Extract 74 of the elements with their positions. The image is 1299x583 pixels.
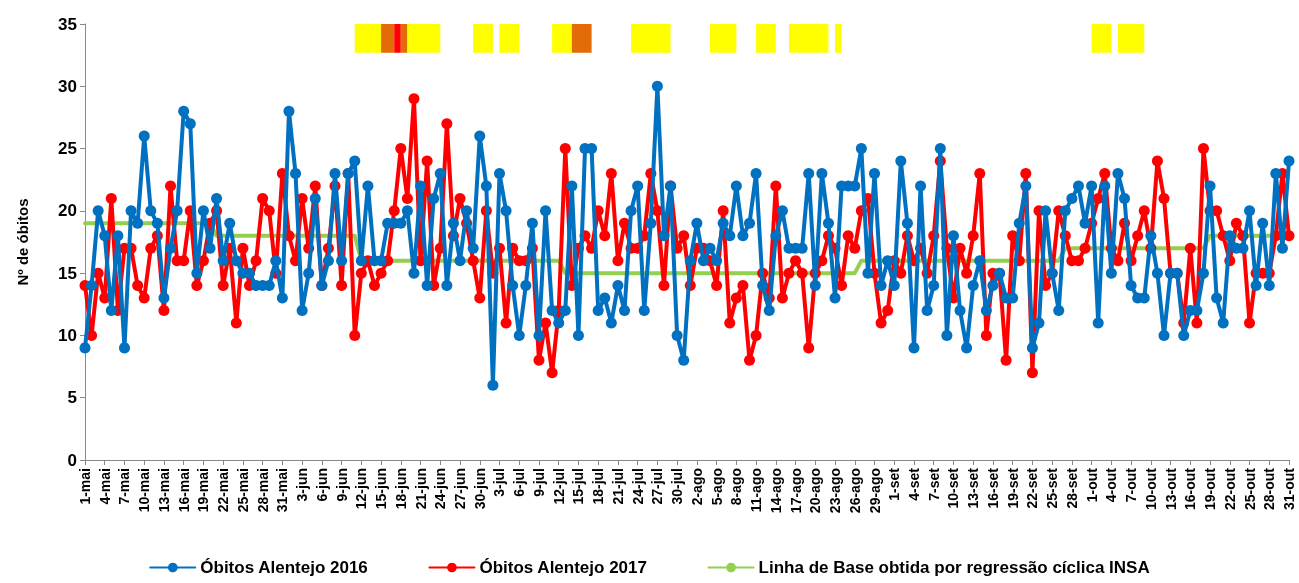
x-tick-label: 4-set [905,467,922,501]
x-tick-label: 9-jul [530,468,547,497]
x-tick-label: 7-out [1123,467,1140,503]
x-tick-label: 5-ago [708,468,725,506]
x-tick-label: 19-mai [195,468,212,513]
y-tick-label: 30 [58,76,77,96]
x-tick-label: 30-jun [471,468,488,510]
x-tick-label: 13-set [965,467,982,509]
x-tick-label: 7-set [925,467,942,501]
x-tick-label: 31-mai [274,468,291,513]
x-tick-label: 27-jun [452,468,469,510]
x-tick-label: 14-ago [767,468,784,514]
x-tick-label: 21-jul [609,468,626,505]
x-tick-label: 26-ago [846,468,863,514]
x-tick-label: 22-set [1024,467,1041,509]
y-tick-label: 0 [67,450,77,470]
x-tick-label: 16-out [1182,467,1199,510]
x-tick-label: 20-ago [807,468,824,514]
y-tick-label: 15 [58,263,77,283]
y-tick-label: 5 [67,388,77,408]
x-tick-label: 21-jun [412,468,429,510]
x-tick-label: 10-out [1142,467,1159,510]
x-tick-label: 15-jul [570,468,587,505]
x-tick-label: 10-mai [136,468,153,513]
x-tick-label: 17-ago [787,468,804,514]
x-tick-label: 18-jun [392,468,409,510]
x-tick-label: 11-ago [748,468,765,513]
x-tick-label: 6-jul [511,468,528,497]
x-tick-label: 1-mai [77,468,93,505]
x-tick-label: 1-out [1083,467,1100,503]
x-tick-label: 12-jun [353,468,370,510]
y-tick-label: 10 [58,325,77,345]
x-tick-label: 25-out [1241,467,1258,510]
legend-label: Óbitos Alentejo 2016 [200,558,368,577]
x-tick-label: 18-jul [590,468,607,505]
legend-label: Óbitos Alentejo 2017 [479,558,647,577]
x-tick-label: 28-out [1261,467,1278,510]
y-tick-label: 20 [58,201,77,221]
x-tick-label: 4-out [1103,467,1120,503]
x-tick-label: 27-jul [649,468,666,505]
y-tick-label: 35 [58,14,77,34]
x-tick-label: 22-out [1221,467,1238,510]
x-tick-label: 1-set [886,467,903,501]
x-tick-label: 31-out [1281,467,1297,510]
x-tick-label: 24-jul [629,468,646,505]
x-tick-label: 19-out [1202,467,1219,510]
x-tick-label: 3-jul [491,468,508,497]
x-tick-label: 29-ago [866,468,883,514]
y-axis-title: Nº de óbitos [14,198,31,286]
x-tick-label: 3-jun [294,468,311,502]
x-tick-label: 24-jun [432,468,449,510]
x-tick-label: 25-mai [234,468,251,513]
x-tick-label: 10-set [945,467,962,509]
x-tick-label: 13-out [1162,467,1179,510]
x-tick-label: 16-mai [175,468,192,513]
x-tick-label: 2-ago [688,468,705,506]
x-tick-label: 19-set [1004,467,1021,509]
legend-label: Linha de Base obtida por regressão cíclica INSA [758,558,1150,577]
x-tick-label: 7-mai [116,468,133,505]
x-tick-label: 6-jun [313,468,330,502]
x-tick-label: 16-set [984,467,1001,509]
x-tick-label: 28-set [1063,467,1080,509]
x-tick-label: 4-mai [96,468,113,505]
x-tick-label: 28-mai [254,468,271,513]
x-tick-label: 30-jul [669,468,686,505]
x-tick-label: 12-jul [550,468,567,505]
x-tick-label: 8-ago [728,468,745,506]
y-tick-label: 25 [58,139,77,159]
x-tick-label: 22-mai [215,468,232,513]
x-tick-label: 15-jun [373,468,390,510]
x-tick-label: 25-set [1044,467,1061,509]
x-tick-label: 9-jun [333,468,350,502]
x-tick-label: 13-mai [155,468,172,513]
x-tick-label: 23-ago [827,468,844,514]
